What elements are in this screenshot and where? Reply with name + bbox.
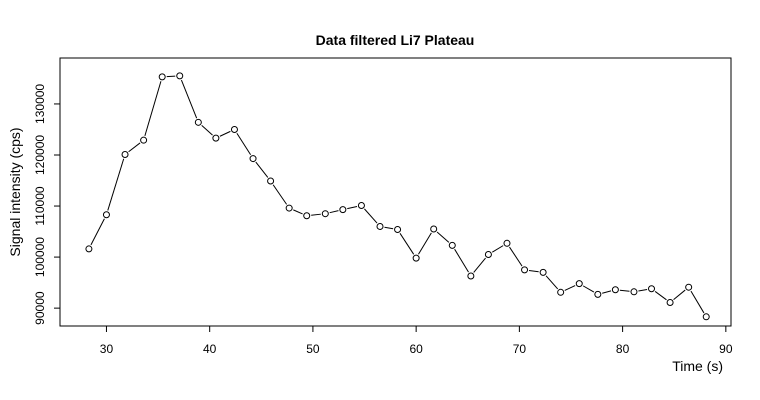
data-point <box>594 290 602 298</box>
line-segment <box>293 209 303 215</box>
data-point <box>630 288 638 296</box>
chart-title: Data filtered Li7 Plateau <box>316 32 475 48</box>
data-point <box>685 283 693 291</box>
data-point <box>503 239 511 247</box>
line-segment <box>528 269 539 273</box>
y-tick-label: 120000 <box>33 135 47 175</box>
series-lines <box>90 75 705 314</box>
data-point <box>539 268 547 276</box>
data-point <box>521 266 529 274</box>
data-point <box>394 226 402 234</box>
line-segment <box>201 124 213 136</box>
data-point <box>158 73 166 81</box>
data-point <box>102 211 110 219</box>
line-segment <box>90 218 105 246</box>
line-segment <box>107 158 125 211</box>
line-segment <box>364 208 378 224</box>
line-segment <box>255 161 269 178</box>
line-segment <box>128 142 141 153</box>
data-point <box>702 313 710 321</box>
line-segment <box>492 245 504 253</box>
data-point <box>121 150 129 158</box>
data-point <box>212 134 220 142</box>
plot-frame <box>59 57 732 327</box>
data-point <box>140 136 148 144</box>
line-segment <box>602 290 612 294</box>
x-tick-label: 90 <box>719 342 733 356</box>
data-point <box>339 206 347 214</box>
line-segment <box>219 130 231 137</box>
x-tick-label: 30 <box>100 342 114 356</box>
line-segment <box>690 290 705 314</box>
line-segment <box>272 184 288 205</box>
data-point <box>557 288 565 296</box>
data-point <box>484 251 492 259</box>
data-point <box>467 272 475 280</box>
x-axis: 30 40 50 60 70 80 90 <box>100 326 733 356</box>
line-segment <box>329 210 339 214</box>
data-point <box>321 210 329 218</box>
line-segment <box>673 289 686 301</box>
x-tick-label: 50 <box>306 342 320 356</box>
data-point <box>285 204 293 212</box>
data-point <box>575 280 583 288</box>
data-point <box>648 285 656 293</box>
line-segment <box>654 291 667 301</box>
line-segment <box>454 248 469 273</box>
data-point <box>357 202 365 210</box>
data-point <box>176 72 184 80</box>
data-point <box>412 254 420 262</box>
line-segment <box>418 232 432 255</box>
data-point <box>194 118 202 126</box>
line-segment <box>582 285 595 293</box>
x-tick-label: 40 <box>203 342 217 356</box>
data-point <box>666 299 674 307</box>
x-tick-label: 60 <box>409 342 423 356</box>
line-segment <box>347 206 358 210</box>
y-axis-label: Signal intensity (cps) <box>7 127 23 256</box>
line-segment <box>311 213 321 216</box>
y-tick-label: 130000 <box>33 84 47 124</box>
data-point <box>249 155 257 163</box>
x-tick-label: 70 <box>513 342 527 356</box>
line-segment <box>236 132 252 156</box>
line-segment <box>473 257 486 273</box>
y-tick-label: 110000 <box>33 186 47 225</box>
y-tick-label: 90000 <box>33 291 47 325</box>
line-segment <box>509 246 523 267</box>
line-segment <box>399 233 415 255</box>
line-segment <box>436 231 450 243</box>
line-segment <box>180 79 198 119</box>
line-segment <box>144 81 162 137</box>
data-point <box>448 241 456 249</box>
data-point <box>611 286 619 294</box>
line-segment <box>384 226 394 230</box>
data-point <box>230 125 238 133</box>
line-segment <box>545 275 559 290</box>
x-tick-label: 80 <box>616 342 630 356</box>
y-axis: 90000 100000 110000 120000 130000 <box>33 84 60 325</box>
y-tick-label: 100000 <box>33 237 47 277</box>
data-point <box>430 225 438 233</box>
data-point <box>376 222 384 230</box>
x-axis-label: Time (s) <box>672 358 723 374</box>
series-points <box>85 72 710 321</box>
line-segment <box>619 289 630 292</box>
data-point <box>267 177 275 185</box>
data-point <box>303 212 311 220</box>
data-point <box>85 245 93 253</box>
line-segment <box>564 285 576 291</box>
line-segment <box>638 289 648 292</box>
